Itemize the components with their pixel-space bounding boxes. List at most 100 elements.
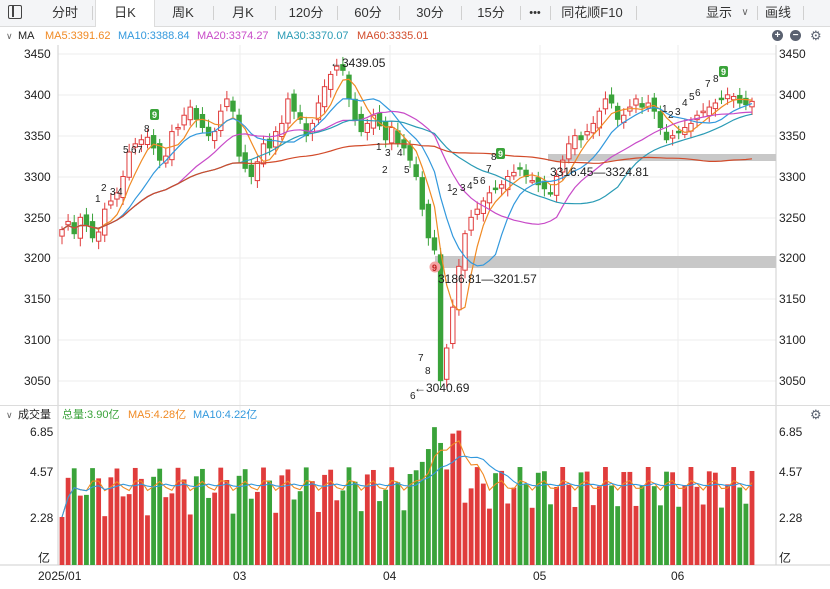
- volume-bar: [596, 486, 602, 565]
- volume-bar: [77, 495, 83, 565]
- tab-120min[interactable]: 120分: [288, 5, 324, 20]
- gap-lower-annotation: 3186.81—3201.57: [438, 272, 537, 286]
- candle-body: [89, 221, 96, 239]
- svg-text:4: 4: [682, 98, 688, 109]
- volume-bar: [340, 490, 346, 565]
- volume-bar: [719, 507, 724, 565]
- candle-body: [651, 97, 658, 112]
- volume-bar: [181, 479, 187, 565]
- volume-bar: [254, 491, 260, 565]
- volume-bar: [200, 468, 205, 565]
- candle-body: [602, 98, 609, 110]
- volume-bar: [584, 471, 590, 565]
- price-label-right: 3450: [779, 47, 806, 61]
- candle-body: [407, 145, 413, 161]
- candle-body: [321, 86, 328, 108]
- svg-text:7: 7: [137, 145, 143, 156]
- candle-body: [712, 102, 719, 110]
- minus-icon[interactable]: −: [790, 30, 801, 41]
- candle-body: [450, 306, 456, 345]
- price-label-left: 3350: [24, 129, 51, 143]
- f10-button[interactable]: 同花顺F10: [561, 5, 623, 20]
- date-label: 06: [671, 569, 685, 583]
- candle-body: [163, 155, 169, 164]
- candle-body: [193, 108, 200, 120]
- candle-body: [364, 122, 371, 133]
- tab-monthly-k[interactable]: 月K: [232, 5, 254, 20]
- sidebar-toggle-icon[interactable]: [8, 5, 22, 19]
- candle-body: [108, 200, 114, 206]
- volume-bar: [309, 481, 315, 565]
- chevron-down-icon[interactable]: ∨: [741, 7, 749, 18]
- tab-daily-k[interactable]: 日K: [95, 0, 155, 27]
- candle-body: [144, 136, 151, 146]
- tab-30min[interactable]: 30分: [416, 5, 444, 20]
- candle-body: [498, 184, 505, 189]
- tab-60min[interactable]: 60分: [354, 5, 382, 20]
- svg-text:3: 3: [675, 107, 681, 118]
- price-label-right: 3150: [779, 292, 806, 306]
- volume-bar: [346, 467, 352, 565]
- more-periods-button[interactable]: •••: [529, 7, 541, 19]
- candle-body: [156, 143, 163, 161]
- candle-body: [523, 169, 529, 178]
- ma-title: MA: [18, 30, 35, 42]
- candle-body: [376, 112, 383, 127]
- volume-bar: [615, 506, 621, 565]
- tab-weekly-k[interactable]: 周K: [172, 5, 194, 20]
- collapse-chevron-icon[interactable]: ∨: [6, 31, 13, 41]
- svg-text:8: 8: [491, 152, 497, 163]
- candle-body: [633, 98, 639, 106]
- volume-bar: [175, 467, 181, 565]
- volume-bar: [529, 507, 535, 565]
- candle-body: [65, 220, 71, 226]
- price-label-right: 3050: [779, 374, 806, 388]
- volume-bar: [541, 471, 547, 565]
- svg-text:6: 6: [410, 391, 416, 402]
- candle-body: [230, 100, 236, 112]
- candle-body: [77, 216, 84, 239]
- collapse-chevron-icon[interactable]: ∨: [6, 410, 13, 420]
- candle-body: [205, 126, 212, 137]
- volume-bar: [725, 484, 730, 565]
- draw-line-button[interactable]: 画线: [764, 5, 791, 20]
- plus-icon[interactable]: +: [772, 30, 783, 41]
- volume-bar: [468, 488, 474, 565]
- candle-body: [419, 177, 425, 210]
- svg-text:8: 8: [144, 124, 150, 135]
- candle-body: [517, 167, 523, 170]
- price-label-left: 3400: [24, 88, 51, 102]
- tab-15min[interactable]: 15分: [477, 5, 505, 20]
- svg-text:9: 9: [721, 67, 726, 77]
- volume-bar: [145, 515, 150, 565]
- tab-timeshare[interactable]: 分时: [51, 5, 78, 20]
- candle-body: [279, 122, 285, 137]
- gear-icon[interactable]: ⚙: [810, 407, 822, 422]
- gear-icon[interactable]: ⚙: [810, 28, 822, 43]
- candle-body: [340, 64, 346, 71]
- date-label: 2025/01: [38, 569, 82, 583]
- volume-bar: [499, 470, 505, 565]
- price-label-right: 3100: [779, 333, 806, 347]
- volume-bar: [65, 477, 71, 565]
- candle-body: [566, 143, 572, 160]
- candle-body: [150, 135, 157, 149]
- volume-bar: [450, 433, 456, 565]
- candle-body: [724, 94, 731, 100]
- ma10-value: MA10:3388.84: [118, 30, 190, 42]
- gap-upper-annotation: 3316.45—3324.81: [550, 165, 649, 179]
- display-menu-button[interactable]: 显示: [705, 5, 732, 20]
- svg-text:6: 6: [695, 88, 701, 99]
- candle-body: [102, 208, 108, 236]
- volume-bar: [206, 497, 211, 565]
- volume-bar: [682, 485, 688, 565]
- volume-bar: [578, 472, 584, 565]
- svg-text:2: 2: [382, 165, 388, 176]
- candle-body: [199, 114, 206, 129]
- svg-text:3: 3: [385, 148, 391, 159]
- candle-body: [492, 187, 499, 191]
- gap-band-lower: [435, 256, 776, 268]
- volume-bar: [279, 475, 285, 565]
- ma60-value: MA60:3335.01: [357, 30, 429, 42]
